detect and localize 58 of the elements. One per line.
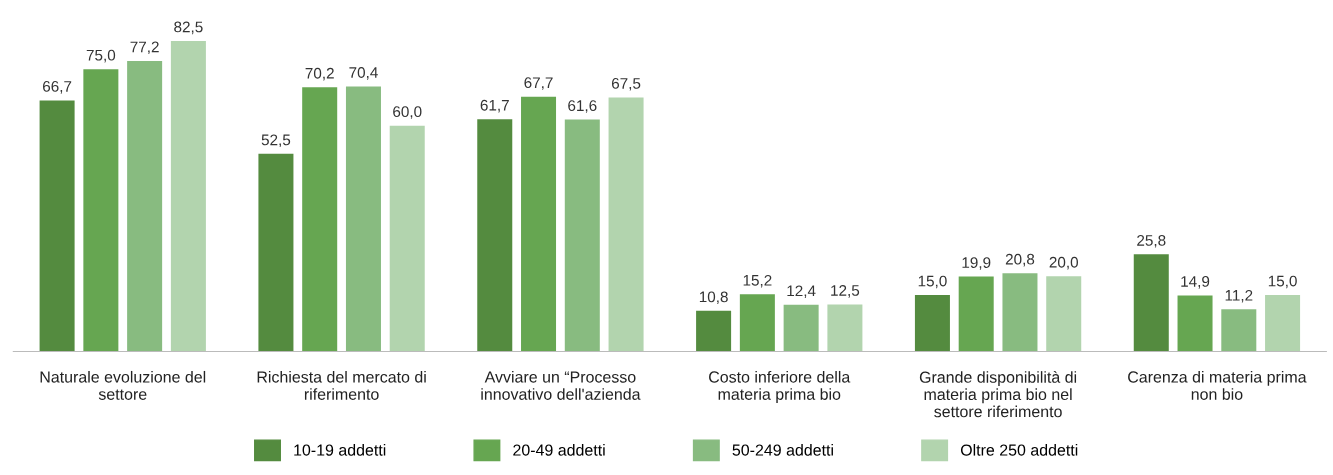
legend-label: 50-249 addetti xyxy=(732,444,833,456)
data-label: 60,0 xyxy=(393,106,422,119)
data-label: 61,6 xyxy=(568,100,597,113)
bar xyxy=(1221,309,1257,352)
bar xyxy=(170,40,206,352)
bar xyxy=(477,119,513,352)
data-label: 70,4 xyxy=(349,67,378,80)
bar xyxy=(564,119,600,352)
bar xyxy=(1177,295,1213,352)
bar xyxy=(1133,254,1169,352)
data-label: 19,9 xyxy=(962,257,991,270)
bar xyxy=(1265,295,1301,352)
bar xyxy=(83,69,119,352)
legend-label: 20-49 addetti xyxy=(513,444,605,456)
x-tick-label: Avviare un “Processo innovativo dell'azienda xyxy=(481,370,641,400)
x-tick-label: Grande disponibilità di materia prima bio nel settore riferimento xyxy=(919,370,1077,418)
bar xyxy=(739,294,775,352)
data-label: 82,5 xyxy=(174,21,203,35)
data-label: 11,2 xyxy=(1225,289,1253,303)
x-tick-label: Carenza di materia prima non bio xyxy=(1128,370,1307,400)
data-label: 20,8 xyxy=(1005,253,1035,267)
data-label: 52,5 xyxy=(261,134,291,148)
x-tick-label: Richiesta del mercato di riferimento xyxy=(257,370,426,400)
data-label: 15,0 xyxy=(1268,275,1297,289)
bar xyxy=(914,295,950,352)
data-label: 14,9 xyxy=(1181,276,1210,289)
data-label: 20,0 xyxy=(1049,256,1079,270)
x-tick-label: Costo inferiore della materia prima bio xyxy=(709,370,851,404)
data-label: 67,5 xyxy=(611,78,641,91)
data-label: 10,8 xyxy=(699,291,728,305)
bar xyxy=(827,304,863,352)
data-label: 12,4 xyxy=(787,285,816,299)
data-label: 67,7 xyxy=(524,77,553,90)
data-label: 70,2 xyxy=(305,67,334,81)
data-label: 77,2 xyxy=(130,41,159,55)
bar xyxy=(521,96,557,352)
bar xyxy=(958,276,994,352)
data-label: 12,5 xyxy=(831,285,860,298)
data-label: 15,2 xyxy=(743,274,772,288)
bar xyxy=(258,153,294,352)
legend-label: 10-19 addetti xyxy=(294,444,386,456)
x-tick-label: Naturale evoluzione del settore xyxy=(40,370,206,400)
data-label: 25,8 xyxy=(1137,234,1166,248)
bar xyxy=(1046,276,1082,352)
bar xyxy=(389,125,425,352)
data-label: 75,0 xyxy=(86,49,116,63)
bar xyxy=(696,310,732,352)
data-label: 61,7 xyxy=(480,99,509,113)
bar xyxy=(345,86,381,352)
bar xyxy=(783,304,819,352)
data-label: 15,0 xyxy=(918,275,947,289)
bar xyxy=(127,60,163,352)
data-label: 66,7 xyxy=(43,81,72,94)
legend-label: Oltre 250 addetti xyxy=(960,444,1078,456)
bar xyxy=(608,97,644,352)
bar xyxy=(39,100,75,352)
bar xyxy=(302,87,338,352)
bar xyxy=(1002,273,1038,352)
